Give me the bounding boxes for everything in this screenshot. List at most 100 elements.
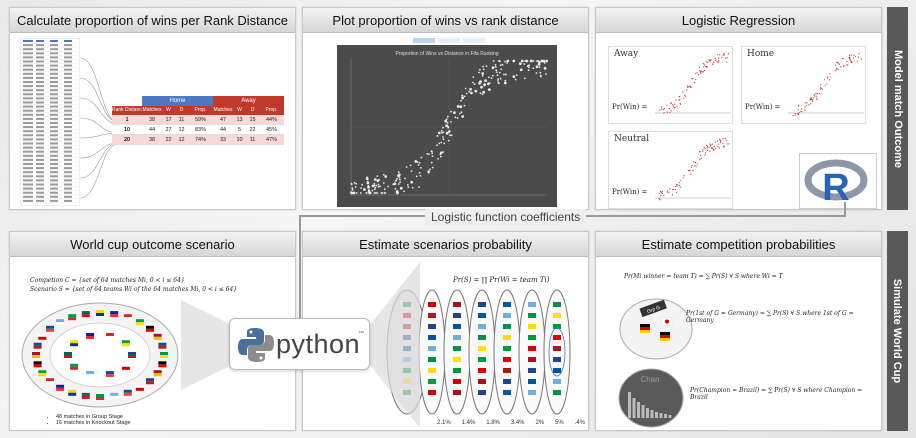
data-point <box>704 152 707 154</box>
data-point <box>726 143 728 145</box>
data-point <box>718 147 721 149</box>
scatter-point <box>453 111 456 114</box>
raw-cell <box>50 93 58 96</box>
raw-cell <box>64 117 72 120</box>
team-flag <box>38 370 47 374</box>
raw-cell <box>50 89 58 92</box>
data-point <box>841 58 843 60</box>
data-point <box>692 77 694 80</box>
data-point <box>693 161 695 163</box>
data-point <box>810 103 812 105</box>
r-letter: R <box>822 167 849 209</box>
team-flag <box>503 313 511 318</box>
scatter-point <box>444 119 448 123</box>
data-point <box>850 60 852 62</box>
raw-cell <box>23 154 33 157</box>
scatter-point <box>519 68 523 72</box>
team-flag <box>86 333 95 336</box>
scatter-point <box>479 92 482 94</box>
data-point <box>809 98 811 100</box>
raw-cell <box>64 89 72 92</box>
raw-cell <box>36 52 44 55</box>
scenario-probability-formula: Pr(S) = ∏ Pr(Wi = team Ti) <box>453 276 550 284</box>
table-cell: 22 <box>249 127 256 133</box>
scatter-point <box>355 182 358 185</box>
chart-word: Chan <box>640 375 659 384</box>
scatter-point <box>369 192 372 194</box>
scatter-point <box>399 186 403 190</box>
scatter-point <box>495 71 498 74</box>
scatter-point <box>485 65 488 67</box>
data-point <box>850 54 852 56</box>
scatter-point <box>398 176 401 179</box>
scatter-point <box>397 183 400 185</box>
scatter-point <box>518 62 522 65</box>
team-flag <box>503 368 511 373</box>
scatter-point <box>436 144 438 147</box>
scatter-point <box>495 69 498 72</box>
raw-cell <box>23 97 33 100</box>
champion-formula: Pr(Champion = Brazil) = ∑ Pr(S) ∀ S wher… <box>690 387 863 401</box>
scatter-point <box>363 188 366 191</box>
data-point <box>726 57 728 59</box>
table-cell: 12 <box>178 127 185 133</box>
data-point <box>813 94 815 96</box>
table-cell: 11 <box>249 137 256 143</box>
scatter-point <box>387 185 389 188</box>
data-point <box>678 182 680 184</box>
team-flag <box>158 345 167 349</box>
scatter-point <box>393 182 397 186</box>
team-flag <box>428 324 436 329</box>
raw-cell <box>36 64 44 67</box>
raw-cell <box>50 85 58 88</box>
team-flag <box>553 313 561 318</box>
team-flag <box>121 363 130 367</box>
logistic-plot-home: Home Pr(Win) = <box>741 46 866 124</box>
champion-bar <box>632 398 636 418</box>
scatter-point <box>483 84 486 87</box>
team-flag <box>56 319 65 323</box>
data-point <box>835 69 837 71</box>
table-row: 20 38 22 12 74% 33 10 11 47% <box>112 135 284 145</box>
raw-cell <box>64 109 72 112</box>
data-point <box>670 102 672 105</box>
scatter-point <box>399 178 401 181</box>
raw-cell <box>50 199 58 202</box>
connector-label: Logistic function coefficients <box>425 209 587 225</box>
scatter-point <box>463 104 466 107</box>
data-point <box>661 108 663 110</box>
data-point <box>710 144 712 146</box>
team-flag <box>70 366 79 370</box>
team-flag <box>81 314 90 318</box>
team-flag <box>553 335 561 340</box>
data-point <box>717 54 719 56</box>
scatter-point <box>482 68 485 71</box>
data-point <box>696 72 698 74</box>
data-point <box>806 102 808 104</box>
scatter-point <box>352 191 356 195</box>
scatter-point <box>512 60 515 62</box>
scatter-point <box>463 95 466 98</box>
scatter-point <box>431 155 434 157</box>
team-flag <box>553 346 561 351</box>
scatter-point <box>500 68 503 71</box>
scatter-point <box>426 153 429 155</box>
team-flag <box>128 355 136 358</box>
panel-competition-probabilities: Estimate competition probabilities Pr(Mi… <box>595 231 882 431</box>
data-point <box>663 194 665 196</box>
team-flag <box>38 333 47 337</box>
data-point <box>711 148 713 150</box>
team-flag <box>403 368 411 373</box>
scatter-point <box>535 65 539 69</box>
team-flag <box>503 302 511 307</box>
plot-label: Neutral <box>614 134 650 144</box>
data-point <box>819 88 822 90</box>
champion-bar <box>664 414 667 418</box>
scatter-point <box>442 151 444 153</box>
scatter-point <box>442 138 445 141</box>
data-point <box>686 89 688 91</box>
team-flag <box>110 311 119 315</box>
table-cell: 13 <box>236 117 243 123</box>
scatter-point <box>506 62 509 64</box>
raw-cell <box>64 195 72 198</box>
